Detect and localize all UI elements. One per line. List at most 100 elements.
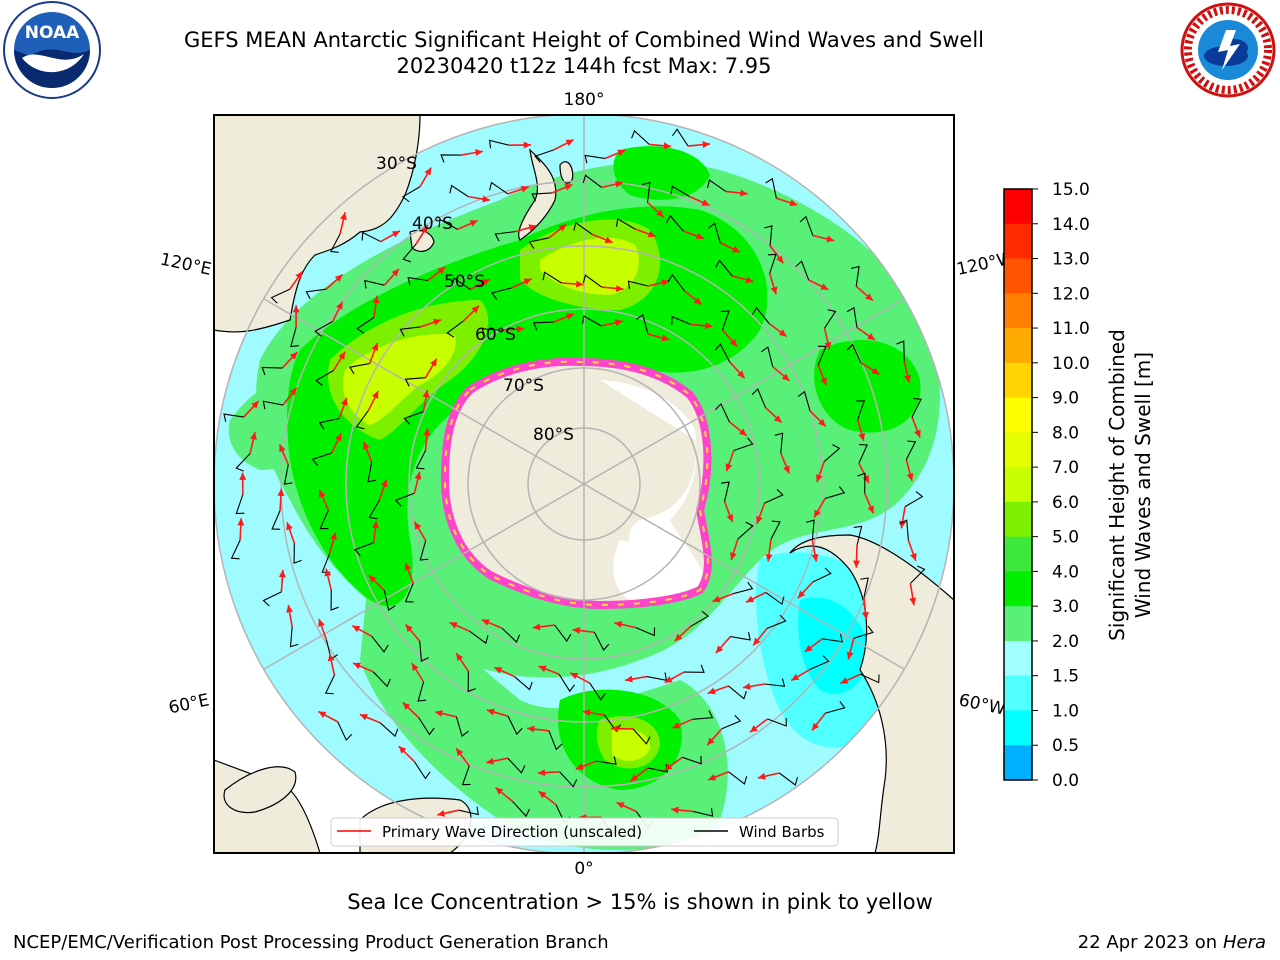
wind-barb: [512, 801, 531, 818]
wind-barb: [589, 682, 606, 701]
wind-barb: [262, 591, 282, 607]
colorbar-tick-label: 12.0: [1052, 284, 1090, 304]
wind-barb: [670, 185, 690, 197]
wave-arrow-head: [867, 505, 874, 514]
wind-barb: [223, 413, 244, 422]
colorbar-segment: [1004, 467, 1032, 503]
colorbar-tick-label: 13.0: [1052, 250, 1090, 270]
wave-arrow-head: [565, 139, 574, 147]
colorbar-segment: [1004, 536, 1032, 572]
wind-barb: [491, 287, 512, 300]
wave-arrow-head: [663, 142, 672, 150]
wind-barb: [404, 377, 426, 387]
wind-barb: [404, 583, 414, 603]
wave-arrow-head: [570, 672, 579, 680]
wind-barb: [635, 627, 656, 637]
wave-arrow-head: [575, 763, 584, 770]
footer-date-text: 22 Apr 2023 on: [1077, 932, 1223, 953]
wave-arrow-head: [865, 293, 873, 301]
noaa-logo-icon: NOAA: [3, 1, 101, 99]
colorbar-tick-label: 11.0: [1052, 319, 1090, 339]
wave-arrow-head: [814, 509, 821, 518]
wind-barb: [367, 462, 377, 483]
wind-barb: [797, 390, 811, 412]
wind-barb: [528, 237, 550, 249]
wave-arrow-head: [770, 286, 778, 295]
wave-vector-field: [223, 128, 926, 835]
wind-barb: [764, 678, 786, 687]
wind-barb: [293, 543, 302, 564]
lon-label-60w: 60°W: [957, 690, 1007, 719]
wind-barb: [514, 676, 533, 691]
wave-arrow-head: [481, 279, 490, 286]
wave-arrow-head: [861, 611, 869, 620]
wind-barb: [355, 410, 369, 430]
wind-barb: [261, 366, 283, 376]
wave-arrow-head: [664, 676, 673, 683]
wave-arrow-head: [708, 774, 717, 781]
lat-label-30s: 30°S: [376, 154, 417, 174]
wave-arrow-head: [914, 429, 921, 438]
wave-arrow-head: [820, 283, 829, 290]
wind-barb: [364, 279, 385, 289]
colorbar-tick-label: 9.0: [1052, 389, 1079, 409]
wind-barb: [733, 437, 754, 452]
wind-barb: [825, 701, 846, 714]
wave-arrow-head: [826, 235, 835, 243]
wave-arrow-head: [433, 318, 442, 326]
map-frame: [213, 114, 955, 854]
colorbar-tick-label: 5.0: [1052, 528, 1079, 548]
colorbar-tick-label: 2.0: [1052, 632, 1079, 652]
wave-arrow-head: [338, 351, 346, 360]
wave-arrow-head: [702, 141, 710, 149]
wave-arrow-head: [353, 662, 362, 670]
wave-arrow-head: [616, 802, 625, 809]
wave-arrow-head: [336, 301, 343, 310]
wind-barb: [403, 411, 424, 425]
wave-arrow-head: [528, 224, 537, 231]
lat-label-40s: 40°S: [412, 214, 453, 234]
wave-arrow-head: [789, 199, 798, 207]
wave-arrow-head: [380, 479, 388, 488]
wave-arrow-head: [853, 560, 860, 568]
wind-barb: [584, 154, 605, 164]
wave-arrow-head: [737, 370, 745, 379]
wind-barb: [642, 181, 651, 203]
wave-arrow-head: [371, 390, 379, 399]
wind-barb: [354, 542, 374, 557]
wind-barb: [235, 453, 251, 472]
wave-arrow-head: [237, 518, 245, 526]
wind-barb: [824, 309, 837, 329]
colorbar-segment: [1004, 710, 1032, 746]
wave-arrow-head: [538, 791, 547, 799]
wave-arrow-head: [239, 472, 247, 480]
wave-arrow-head: [495, 787, 504, 795]
wave-arrow-head: [469, 220, 478, 227]
wave-arrow-head: [773, 415, 782, 423]
wind-barb: [911, 397, 922, 418]
wave-arrow-head: [820, 377, 827, 386]
colorbar-tick-label: 6.0: [1052, 493, 1079, 513]
wave-arrow-head: [251, 400, 259, 409]
wave-arrow-head: [715, 645, 724, 654]
wind-barb: [765, 592, 785, 606]
wave-arrow-head: [475, 149, 483, 157]
wind-barb: [458, 806, 479, 816]
wind-barb: [764, 488, 784, 504]
wave-arrow-head: [372, 295, 380, 304]
wave-arrow-head: [778, 329, 787, 337]
wave-arrow-head: [532, 623, 541, 631]
wave-arrow-head: [797, 590, 806, 599]
wave-arrow-head: [840, 677, 849, 684]
wind-barb: [283, 464, 293, 485]
wave-arrow-head: [576, 280, 584, 288]
wind-barb: [860, 673, 880, 684]
wave-arrow-head: [749, 725, 758, 733]
wave-arrow-head: [486, 708, 495, 716]
wind-barb: [559, 771, 578, 788]
wave-arrow-head: [791, 673, 800, 681]
wave-arrow-head: [753, 637, 761, 646]
wave-arrow-head: [664, 763, 673, 771]
wind-barb: [635, 313, 649, 335]
colorbar-label-line1: Significant Height of Combined: [1105, 329, 1129, 641]
